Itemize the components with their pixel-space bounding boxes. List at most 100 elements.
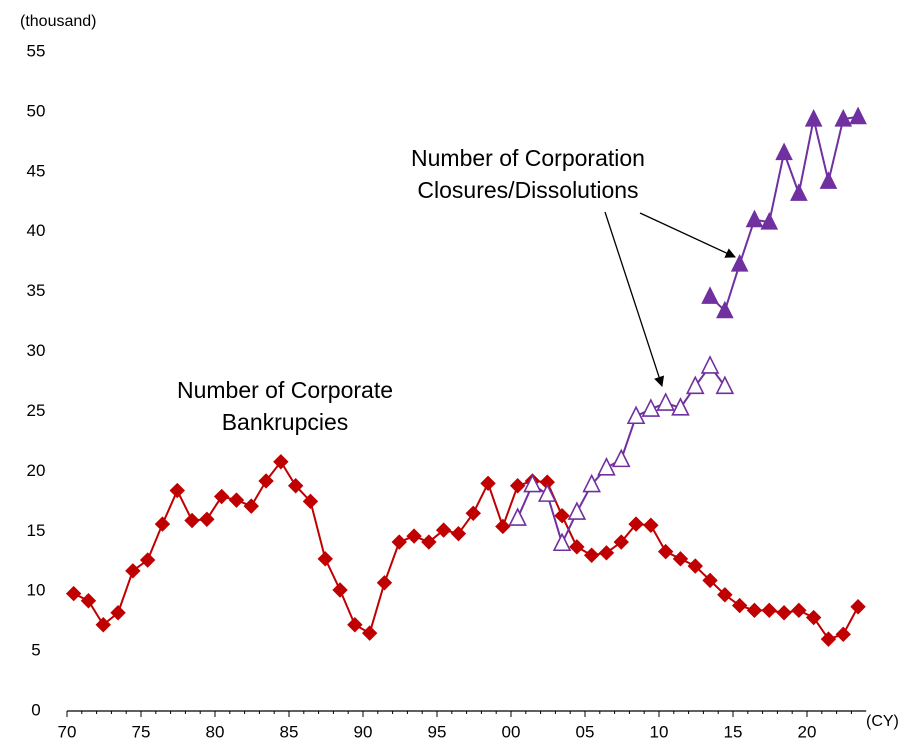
marker — [80, 593, 97, 609]
marker — [805, 609, 822, 626]
marker — [656, 392, 675, 411]
marker — [671, 397, 690, 416]
marker — [731, 597, 748, 614]
x-tick-label: 85 — [280, 722, 299, 741]
y-tick-label: 20 — [27, 461, 46, 480]
y-tick-label: 25 — [27, 401, 46, 420]
marker — [597, 456, 616, 476]
marker — [406, 528, 422, 544]
marker — [569, 539, 585, 555]
marker — [450, 525, 467, 542]
marker — [804, 108, 823, 127]
marker — [835, 626, 851, 643]
marker — [760, 212, 779, 230]
marker — [154, 516, 171, 532]
marker — [435, 522, 452, 538]
y-tick-label: 35 — [27, 281, 46, 300]
marker — [850, 599, 866, 615]
y-tick-label: 45 — [27, 161, 46, 180]
marker — [302, 493, 319, 510]
marker — [819, 171, 838, 189]
marker — [465, 505, 481, 522]
y-unit-label: (thousand) — [20, 13, 97, 30]
marker — [95, 617, 111, 633]
marker — [258, 473, 274, 489]
marker — [391, 534, 407, 550]
y-tick-label: 5 — [31, 641, 40, 660]
marker — [361, 625, 378, 641]
marker — [626, 405, 646, 425]
marker — [791, 602, 807, 619]
marker — [376, 575, 393, 591]
marker — [643, 517, 659, 533]
marker — [421, 534, 437, 550]
marker — [287, 478, 304, 494]
x-tick-label: 05 — [576, 722, 595, 741]
marker — [730, 253, 749, 272]
marker — [613, 534, 629, 550]
marker — [169, 482, 185, 499]
marker — [717, 587, 733, 603]
marker — [567, 501, 587, 520]
marker — [273, 454, 289, 470]
y-tick-label: 15 — [27, 521, 46, 540]
marker — [480, 475, 496, 492]
annotation: Closures/Dissolutions — [417, 177, 638, 203]
marker — [700, 355, 720, 374]
arrow — [604, 211, 665, 387]
marker — [583, 547, 600, 563]
marker — [834, 108, 853, 127]
marker — [746, 602, 763, 619]
x-tick-label: 95 — [428, 722, 447, 741]
marker — [213, 488, 230, 505]
marker — [199, 511, 215, 527]
x-unit-label: (CY) — [866, 713, 899, 730]
y-tick-label: 55 — [27, 41, 46, 60]
marker — [672, 551, 689, 567]
marker — [598, 545, 615, 561]
marker — [715, 375, 735, 395]
marker — [849, 106, 867, 125]
x-tick-label: 90 — [354, 722, 373, 741]
marker — [509, 478, 526, 494]
marker — [685, 375, 705, 395]
marker — [65, 585, 82, 602]
marker — [243, 498, 259, 514]
x-tick-label: 75 — [132, 722, 151, 741]
marker — [347, 617, 363, 633]
annotation: Number of Corporate — [177, 377, 393, 403]
y-tick-label: 40 — [27, 221, 46, 240]
marker — [716, 300, 734, 319]
marker — [139, 552, 156, 568]
marker — [641, 398, 661, 417]
marker — [317, 551, 333, 567]
marker — [582, 473, 601, 493]
arrow — [639, 212, 736, 258]
marker — [628, 516, 644, 532]
x-tick-label: 70 — [58, 722, 77, 741]
y-tick-label: 10 — [27, 581, 46, 600]
marker — [537, 483, 557, 502]
x-tick-label: 10 — [650, 722, 669, 741]
x-tick-label: 20 — [798, 722, 817, 741]
marker — [125, 563, 141, 579]
marker — [184, 512, 200, 529]
marker — [775, 142, 793, 161]
marker — [702, 572, 718, 589]
marker — [745, 209, 764, 228]
marker — [687, 558, 703, 574]
annotation: Number of Corporation — [411, 145, 645, 171]
x-tick-label: 80 — [206, 722, 225, 741]
y-tick-label: 50 — [27, 101, 46, 120]
marker — [554, 507, 570, 524]
marker — [495, 518, 511, 535]
annotation: Bankrupcies — [222, 409, 349, 435]
marker — [228, 492, 245, 508]
marker — [523, 473, 542, 493]
marker — [761, 602, 777, 619]
marker — [332, 582, 348, 598]
marker — [508, 507, 527, 526]
x-tick-label: 00 — [502, 722, 521, 741]
y-tick-label: 30 — [27, 341, 46, 360]
